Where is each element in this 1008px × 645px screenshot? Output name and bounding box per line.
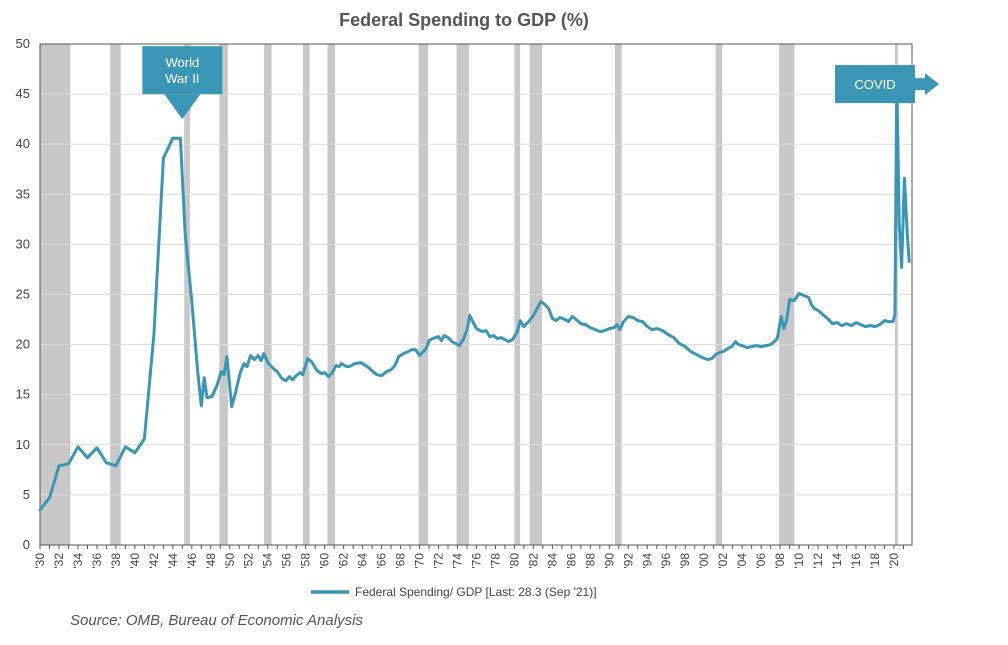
x-tick-label: '92 — [621, 553, 635, 569]
y-tick-label: 0 — [23, 537, 30, 552]
x-tick-label: '20 — [887, 553, 901, 569]
x-tick-label: '58 — [299, 553, 313, 569]
x-tick-label: '62 — [337, 553, 351, 569]
y-tick-label: 50 — [16, 36, 30, 51]
x-tick-label: '70 — [413, 553, 427, 569]
annotation-text: War II — [165, 71, 199, 86]
y-tick-label: 40 — [16, 136, 30, 151]
x-tick-label: '52 — [242, 553, 256, 569]
annotation-text: World — [165, 55, 199, 70]
x-tick-label: '72 — [432, 553, 446, 569]
x-tick-label: '84 — [545, 553, 559, 569]
x-tick-label: '78 — [488, 553, 502, 569]
x-tick-label: '00 — [697, 553, 711, 569]
x-tick-label: '66 — [375, 553, 389, 569]
x-tick-label: '90 — [602, 553, 616, 569]
x-tick-label: '54 — [261, 553, 275, 569]
x-tick-label: '18 — [868, 553, 882, 569]
x-tick-label: '80 — [507, 553, 521, 569]
federal-spending-chart: Federal Spending to GDP (%) 0 5 10 15 20 25 30… — [0, 0, 1008, 645]
x-tick-label: '46 — [185, 553, 199, 569]
legend: Federal Spending/ GDP [Last: 28.3 (Sep '… — [311, 585, 597, 599]
x-tick-label: '96 — [659, 553, 673, 569]
legend-label: Federal Spending/ GDP [Last: 28.3 (Sep '… — [355, 585, 597, 599]
y-tick-label: 10 — [16, 437, 30, 452]
x-tick-label: '86 — [564, 553, 578, 569]
x-tick-label: '42 — [147, 553, 161, 569]
x-tick-label: '76 — [469, 553, 483, 569]
x-tick-label: '64 — [356, 553, 370, 569]
y-tick-label: 35 — [16, 186, 30, 201]
x-tick-label: '40 — [128, 553, 142, 569]
y-tick-label: 15 — [16, 387, 30, 402]
x-tick-label: '36 — [90, 553, 104, 569]
x-tick-label: '50 — [223, 553, 237, 569]
x-tick-label: '34 — [71, 553, 85, 569]
x-tick-label: '68 — [394, 553, 408, 569]
x-tick-label: '88 — [583, 553, 597, 569]
y-tick-label: 30 — [16, 236, 30, 251]
x-tick-label: '74 — [450, 553, 464, 569]
x-tick-label: '60 — [318, 553, 332, 569]
x-tick-label: '30 — [33, 553, 47, 569]
x-tick-label: '98 — [678, 553, 692, 569]
x-tick-label: '10 — [792, 553, 806, 569]
source-note: Source: OMB, Bureau of Economic Analysis — [70, 612, 363, 629]
y-tick-label: 20 — [16, 337, 30, 352]
x-tick-label: '06 — [754, 553, 768, 569]
annotation-callout: COVID — [835, 65, 939, 103]
x-tick-label: '48 — [204, 553, 218, 569]
x-tick-label: '12 — [811, 553, 825, 569]
x-tick-label: '02 — [716, 553, 730, 569]
x-tick-label: '08 — [773, 553, 787, 569]
x-tick-label: '04 — [735, 553, 749, 569]
x-tick-label: '44 — [166, 553, 180, 569]
x-tick-label: '56 — [280, 553, 294, 569]
y-tick-label: 5 — [23, 487, 30, 502]
y-tick-label: 45 — [16, 86, 30, 101]
y-tick-label: 25 — [16, 287, 30, 302]
annotation-text: COVID — [854, 77, 895, 92]
chart-title: Federal Spending to GDP (%) — [339, 10, 589, 30]
x-tick-label: '38 — [109, 553, 123, 569]
x-tick-label: '14 — [830, 553, 844, 569]
x-tick-label: '16 — [849, 553, 863, 569]
x-tick-label: '94 — [640, 553, 654, 569]
x-tick-label: '82 — [526, 553, 540, 569]
x-tick-label: '32 — [52, 553, 66, 569]
